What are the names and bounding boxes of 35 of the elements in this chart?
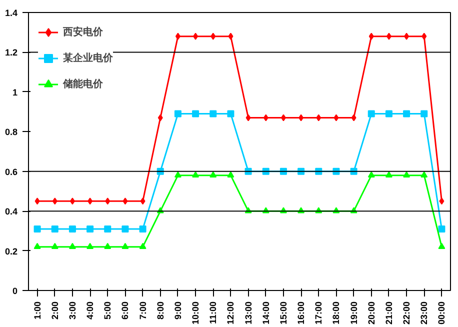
- x-tick-label: 23:00: [419, 301, 430, 325]
- x-tick-label: 00:00: [436, 301, 447, 325]
- x-tick-label: 17:00: [314, 301, 324, 325]
- x-tick-label: 19:00: [348, 301, 359, 325]
- x-tick-label: 14:00: [260, 301, 271, 325]
- x-tick-label: 21:00: [384, 301, 394, 325]
- x-tick-label: 10:00: [190, 301, 201, 325]
- x-tick-label: 18:00: [331, 301, 342, 325]
- x-tick-label: 2:00: [50, 302, 60, 320]
- x-tick-label: 6:00: [120, 302, 130, 320]
- y-tick-label: 0.8: [4, 127, 18, 138]
- x-tick-label: 4:00: [85, 302, 96, 320]
- y-tick-label: 0.2: [4, 246, 18, 256]
- y-tick-label: 1.2: [4, 48, 18, 58]
- y-tick-label: 0: [12, 286, 18, 296]
- x-tick-label: 22:00: [402, 301, 412, 325]
- x-tick-label: 9:00: [172, 302, 183, 320]
- x-tick-label: 20:00: [366, 301, 376, 325]
- legend-label: 西安电价: [63, 25, 103, 39]
- x-tick-label: 16:00: [296, 301, 306, 325]
- x-tick-label: 13:00: [243, 301, 254, 325]
- y-tick-label: 0.4: [4, 206, 18, 217]
- x-tick-label: 15:00: [278, 301, 288, 325]
- legend-label: 某企业电价: [63, 52, 113, 65]
- legend-label: 储能电价: [63, 78, 103, 91]
- x-tick-label: 8:00: [155, 302, 166, 320]
- x-tick-label: 1:00: [32, 302, 42, 320]
- x-tick-label: 11:00: [208, 301, 218, 324]
- x-tick-label: 7:00: [138, 302, 148, 320]
- y-tick-label: 1: [12, 87, 18, 98]
- y-tick-label: 1.4: [4, 8, 18, 18]
- x-tick-label: 12:00: [226, 301, 236, 325]
- x-tick-label: 5:00: [102, 302, 113, 320]
- y-tick-label: 0.6: [4, 166, 18, 177]
- x-tick-label: 3:00: [67, 302, 78, 320]
